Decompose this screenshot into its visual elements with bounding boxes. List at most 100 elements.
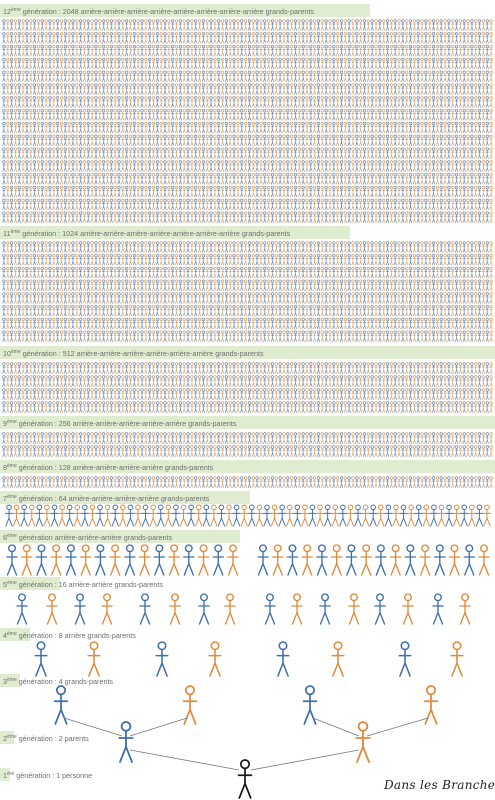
gen-6-figure [168, 544, 180, 576]
gen-5-figure [432, 593, 444, 625]
gen-5-suffix: ème [7, 580, 17, 586]
gen-7-figure [164, 504, 173, 527]
gen-10-number: 10 [3, 349, 11, 358]
gen-6-figure [20, 544, 33, 576]
gen-7-figure [35, 504, 44, 527]
gen-7-figure [399, 504, 408, 527]
gen-7-figure [285, 504, 294, 527]
gen-7-figure [467, 504, 476, 527]
gen-6-figure [360, 544, 372, 576]
gen-1-suffix: ère [7, 771, 15, 777]
gen-8-text: génération : 128 arrière-arrière-arrière… [16, 463, 214, 472]
gen-6-band [0, 530, 240, 543]
gen-6-figure [212, 544, 225, 576]
gen-3-text: génération : 4 grands-parents [16, 677, 114, 686]
gen-6-figure [35, 544, 48, 576]
gen-5-figure [291, 593, 303, 625]
gen-7-figure [42, 504, 51, 527]
gen-7-figure [88, 504, 97, 527]
gen-7-figure [376, 504, 385, 527]
gen-7-figure [361, 504, 370, 527]
gen-6-figure [227, 544, 239, 576]
gen-7-figure [27, 504, 36, 527]
gen-7-figure [179, 504, 188, 527]
gen-7-figure [429, 504, 438, 527]
gen-7-figure [111, 504, 120, 527]
gen-3-figure [302, 685, 318, 725]
gen-6-figure [434, 544, 446, 576]
gen-9-label: 9ème génération : 256 arrière-arrière-ar… [3, 416, 236, 429]
gen-6-figure [301, 544, 313, 576]
gen-7-figure [353, 504, 363, 527]
gen-6-figure [138, 544, 151, 576]
gen-7-figure [255, 504, 264, 527]
gen-7-figure [133, 504, 143, 527]
gen-10-text: génération : 512 arrière-arrière-arrière… [20, 349, 264, 358]
gen-7-figure [194, 504, 203, 527]
gen-6-figure [478, 544, 490, 576]
gen-12-suffix: ème [11, 7, 21, 13]
gen-6-figure [257, 544, 269, 576]
gen-3-number: 3 [3, 677, 7, 686]
gen-7-figure [240, 504, 249, 527]
gen-7-figure [316, 504, 325, 527]
gen-10-figures [2, 362, 493, 414]
gen-9-number: 9 [3, 419, 7, 428]
gen-6-label: 6ème génération arrière-arrière-arrière … [3, 530, 172, 543]
gen-7-figure [331, 504, 340, 527]
gen-12-text: génération : 2048 arrière-arrière-arrièr… [20, 7, 314, 16]
gen-11-label: 11ème génération : 1024 arrière-arrière-… [3, 226, 290, 239]
gen-6-figure [448, 544, 461, 576]
gen-7-figure [247, 504, 256, 527]
gen-5-figure [46, 593, 58, 625]
gen-4-figure [87, 641, 101, 677]
gen-5-label: 5ème génération : 16 arrière-arrière gra… [3, 577, 163, 590]
gen-3-figure [53, 685, 69, 725]
gen-7-figure [141, 504, 150, 527]
gen-7-figure [232, 504, 241, 527]
gen-11-number: 11 [3, 229, 11, 238]
gen-8-band [0, 460, 495, 473]
gen-7-figure [65, 504, 74, 527]
gen-7-figure [391, 504, 400, 527]
gen-7-figure [308, 504, 317, 527]
gen-11-suffix: ème [10, 229, 21, 235]
gen-8-suffix: ème [7, 463, 17, 469]
gen-5-number: 5 [3, 580, 7, 589]
gen-2-figure [118, 721, 134, 763]
gen-6-figure [463, 544, 476, 576]
gen-1-text: génération : 1 personne [14, 771, 93, 780]
gen-7-figure [50, 504, 59, 527]
gen-6-figure [286, 544, 299, 576]
gen-5-band [0, 577, 60, 590]
gen-5-figure [319, 593, 331, 625]
gen-7-figure [156, 504, 165, 527]
gen-6-number: 6 [3, 533, 7, 542]
gen-3-suffix: ème [7, 677, 17, 683]
gen-7-text: génération : 64 arrière-arrière-arrière-… [16, 494, 210, 503]
gen-6-figure [50, 544, 62, 576]
gen-7-figure [407, 504, 416, 527]
gen-7-figure [171, 504, 180, 527]
gen-6-figure [197, 544, 210, 576]
gen-5-figure [348, 593, 360, 625]
gen-6-figure [330, 544, 343, 576]
gen-7-figure [422, 504, 431, 527]
gen-4-band [0, 628, 30, 641]
gen-7-figure [270, 504, 279, 527]
gen-7-number: 7 [3, 494, 7, 503]
gen-6-figure [153, 544, 166, 576]
gen-4-figure [276, 641, 290, 677]
gen-6-figure [404, 544, 417, 576]
gen-1-number: 1 [3, 771, 7, 780]
gen-4-figure [398, 641, 412, 677]
gen-6-figure [389, 544, 402, 576]
gen-4-figure [450, 641, 464, 677]
gen-12-number: 12 [3, 7, 11, 16]
gen-7-figure [73, 504, 82, 527]
gen-7-suffix: ème [7, 494, 17, 500]
gen-1-label: 1ère génération : 1 personne [3, 768, 92, 781]
gen-5-figure [74, 593, 86, 625]
